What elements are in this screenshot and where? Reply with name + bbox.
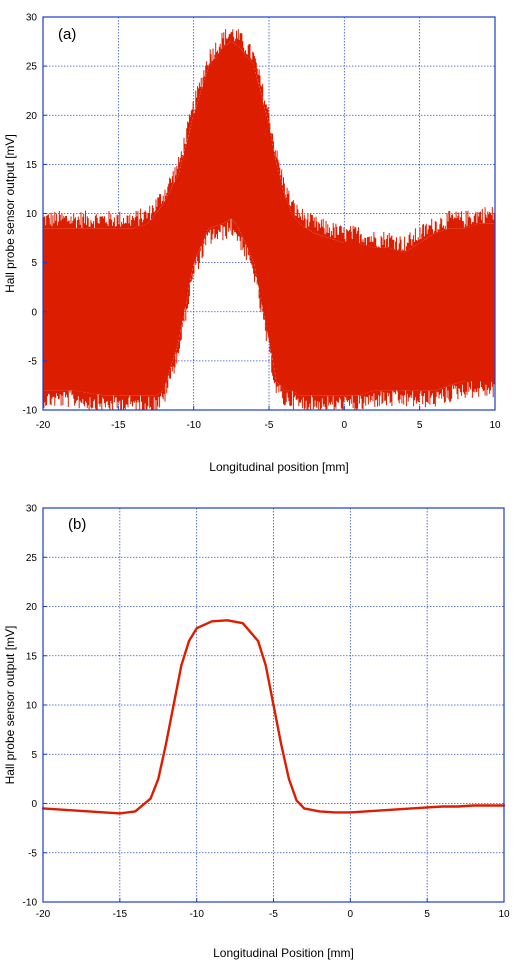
x-tick-label: -20 — [36, 420, 51, 431]
x-tick-label: 5 — [424, 909, 430, 920]
x-axis-label: Longitudinal Position [mm] — [213, 946, 354, 960]
x-tick-label: -5 — [265, 420, 274, 431]
y-tick-label: -5 — [28, 848, 37, 859]
x-tick-label: 5 — [417, 420, 423, 431]
y-tick-label: 0 — [31, 307, 37, 318]
signal-line — [41, 619, 506, 815]
y-tick-label: 30 — [26, 504, 38, 515]
y-tick-label: 15 — [26, 160, 38, 171]
panel-label: (b) — [68, 516, 86, 533]
y-tick-label: 30 — [26, 13, 38, 24]
x-tick-label: 0 — [348, 909, 354, 920]
chart-panel-a: -20 -15 -10 -5 0 5 10 -10 -5 0 5 10 15 20 25 30 Longitud… — [3, 13, 501, 475]
y-tick-label: -10 — [23, 898, 38, 909]
y-tick-label: 25 — [26, 553, 38, 564]
y-tick-label: 10 — [26, 701, 38, 712]
panel-label: (a) — [58, 26, 76, 43]
y-tick-label: 5 — [31, 750, 37, 761]
x-tick-label: -10 — [186, 420, 201, 431]
y-tick-label: -10 — [23, 406, 38, 417]
y-tick-label: 10 — [26, 209, 38, 220]
x-tick-label: -15 — [111, 420, 126, 431]
y-tick-label: -5 — [28, 356, 37, 367]
x-tick-label: -10 — [189, 909, 204, 920]
x-tick-label: -5 — [269, 909, 278, 920]
x-tick-label: -20 — [36, 909, 51, 920]
y-axis-label: Hall probe sensor output [mV] — [3, 134, 17, 293]
y-tick-label: 20 — [26, 111, 38, 122]
y-tick-label: 15 — [26, 651, 38, 662]
y-axis-label: Hall probe sensor output [mV] — [3, 626, 17, 785]
x-tick-label: 10 — [498, 909, 510, 920]
y-tick-label: 25 — [26, 62, 38, 73]
y-tick-label: 5 — [31, 258, 37, 269]
signal-envelope — [43, 41, 495, 396]
y-tick-label: 20 — [26, 602, 38, 613]
y-tick-label: 0 — [31, 799, 37, 810]
x-tick-label: -15 — [113, 909, 128, 920]
x-axis-label: Longitudinal position [mm] — [209, 460, 348, 474]
x-tick-label: 10 — [489, 420, 501, 431]
x-tick-label: 0 — [342, 420, 348, 431]
chart-panel-b: -20 -15 -10 -5 0 5 10 -10 -5 0 5 10 15 20 25 30 Longitud… — [3, 504, 510, 961]
